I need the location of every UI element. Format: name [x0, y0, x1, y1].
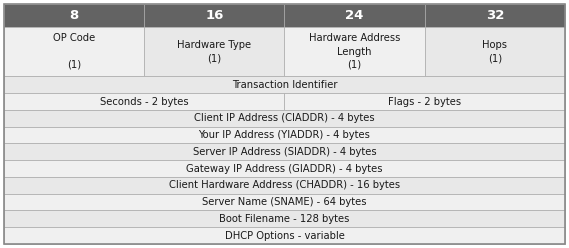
Text: Server IP Address (SIADDR) - 4 bytes: Server IP Address (SIADDR) - 4 bytes [193, 147, 376, 157]
Bar [284, 4, 424, 27]
Bar [145, 4, 284, 27]
Text: 24: 24 [345, 9, 364, 22]
Text: Flags - 2 bytes: Flags - 2 bytes [388, 96, 461, 107]
Text: Transaction Identifier: Transaction Identifier [232, 80, 337, 90]
Bar [4, 143, 565, 160]
Bar [424, 27, 565, 76]
Bar [4, 177, 565, 194]
Text: 16: 16 [205, 9, 224, 22]
Text: DHCP Options - variable: DHCP Options - variable [225, 231, 344, 241]
Bar [145, 27, 284, 76]
Text: 8: 8 [69, 9, 79, 22]
Text: Client IP Address (CIADDR) - 4 bytes: Client IP Address (CIADDR) - 4 bytes [194, 113, 375, 123]
Text: Seconds - 2 bytes: Seconds - 2 bytes [100, 96, 188, 107]
Bar [4, 160, 565, 177]
Text: 32: 32 [486, 9, 504, 22]
Bar [4, 127, 565, 143]
Text: Server Name (SNAME) - 64 bytes: Server Name (SNAME) - 64 bytes [202, 197, 367, 207]
Text: OP Code

(1): OP Code (1) [53, 33, 95, 70]
Bar [4, 4, 145, 27]
Bar [4, 194, 565, 211]
Bar [284, 93, 565, 110]
Bar [4, 76, 565, 93]
Text: Hops
(1): Hops (1) [483, 40, 508, 63]
Bar [4, 211, 565, 227]
Text: Gateway IP Address (GIADDR) - 4 bytes: Gateway IP Address (GIADDR) - 4 bytes [186, 164, 383, 174]
Bar [4, 227, 565, 244]
Bar [284, 27, 424, 76]
Text: Client Hardware Address (CHADDR) - 16 bytes: Client Hardware Address (CHADDR) - 16 by… [169, 180, 400, 190]
Text: Hardware Address
Length
(1): Hardware Address Length (1) [309, 33, 401, 70]
Bar [4, 110, 565, 127]
Text: Your IP Address (YIADDR) - 4 bytes: Your IP Address (YIADDR) - 4 bytes [199, 130, 370, 140]
Bar [424, 4, 565, 27]
Bar [4, 27, 145, 76]
Bar [4, 93, 284, 110]
Text: Boot Filename - 128 bytes: Boot Filename - 128 bytes [219, 214, 350, 224]
Text: Hardware Type
(1): Hardware Type (1) [178, 40, 251, 63]
